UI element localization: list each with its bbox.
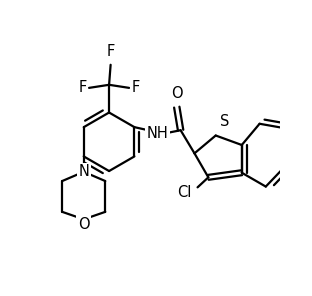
Text: NH: NH (147, 126, 168, 141)
Text: O: O (171, 86, 183, 101)
Text: Cl: Cl (177, 185, 191, 200)
Text: F: F (79, 81, 87, 95)
Text: N: N (78, 164, 89, 179)
Text: O: O (78, 217, 90, 232)
Text: F: F (106, 44, 115, 59)
Text: F: F (131, 81, 139, 95)
Text: S: S (220, 114, 230, 129)
